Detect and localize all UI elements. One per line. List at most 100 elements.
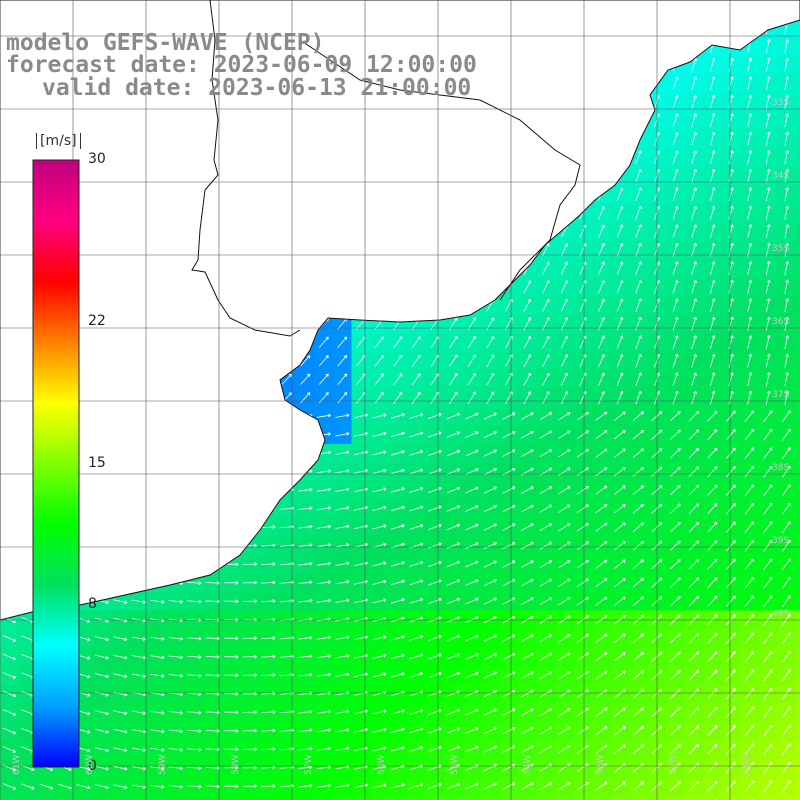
wind-arrow — [669, 466, 681, 477]
wind-arrow — [614, 411, 626, 421]
wind-arrow — [242, 636, 257, 641]
wind-arrow — [707, 410, 718, 422]
wind-arrow — [502, 504, 516, 513]
wind-arrow — [316, 561, 331, 566]
wind-cell — [388, 795, 408, 800]
wind-arrow — [616, 224, 624, 238]
wind-arrow — [576, 485, 589, 495]
wind-arrow — [409, 561, 424, 567]
wind-arrow — [595, 522, 608, 532]
wind-arrow — [707, 558, 718, 570]
wind-arrow — [598, 298, 605, 312]
wind-arrow — [576, 522, 589, 532]
wind-cell — [795, 129, 800, 149]
wind-arrow — [523, 372, 532, 386]
wind-arrow — [390, 579, 405, 586]
wind-arrow — [520, 430, 534, 439]
wind-arrow — [150, 655, 165, 660]
wind-arrow — [616, 390, 624, 405]
wind-arrow — [672, 94, 679, 109]
wind-arrow — [520, 486, 534, 494]
wind-arrow — [449, 354, 458, 367]
wind-arrow — [542, 335, 550, 349]
wind-cell — [795, 777, 800, 796]
wind-arrow — [707, 540, 718, 552]
wind-arrow — [744, 521, 755, 533]
wind-arrow — [763, 502, 773, 515]
wind-arrow — [542, 372, 550, 386]
wind-arrow — [483, 634, 497, 642]
wind-arrow — [539, 597, 553, 606]
wind-cell — [18, 795, 38, 800]
wind-arrow — [707, 484, 718, 496]
wind-cell — [795, 444, 800, 463]
wind-arrow — [728, 131, 734, 146]
longitude-label: 57W — [304, 754, 314, 775]
wind-arrow — [205, 655, 220, 659]
wind-arrow — [298, 487, 313, 492]
wind-arrow — [616, 335, 624, 349]
wind-cell — [240, 795, 260, 800]
wind-arrow — [279, 543, 294, 548]
wind-arrow — [728, 94, 734, 109]
wind-arrow — [747, 168, 753, 183]
wind-arrow — [560, 391, 568, 405]
wind-arrow — [372, 635, 387, 641]
wind-arrow — [614, 541, 626, 551]
wind-cell — [795, 222, 800, 241]
wind-arrow — [539, 560, 553, 569]
wind-arrow — [632, 559, 644, 570]
wind-arrow — [465, 579, 479, 586]
wind-cell — [795, 462, 800, 482]
wind-cell — [0, 795, 19, 800]
wind-cell — [740, 795, 759, 800]
wind-arrow — [372, 487, 387, 493]
wind-arrow — [725, 595, 736, 607]
wind-arrow — [539, 578, 553, 587]
longitude-label: 58W — [231, 754, 241, 775]
wind-arrow — [765, 335, 771, 350]
wind-arrow — [372, 450, 387, 456]
wind-arrow — [616, 279, 624, 294]
wind-arrow — [691, 76, 697, 91]
wind-arrow — [411, 373, 421, 386]
wind-arrow — [616, 353, 624, 368]
wind-arrow — [576, 504, 589, 514]
wind-arrow — [205, 581, 220, 585]
wind-arrow — [393, 391, 403, 404]
wind-arrow — [765, 94, 771, 109]
wind-cell — [795, 573, 800, 593]
wind-arrow — [672, 242, 679, 257]
wind-arrow — [279, 580, 294, 585]
wind-arrow — [725, 503, 736, 515]
wind-arrow — [298, 654, 313, 659]
wind-arrow — [335, 561, 350, 566]
wind-cell — [795, 647, 800, 667]
wind-arrow — [784, 113, 790, 128]
wind-cell — [203, 795, 223, 800]
wind-arrow — [725, 540, 736, 552]
wind-arrow — [765, 187, 771, 202]
wind-arrow — [300, 373, 311, 385]
wind-arrow — [428, 449, 442, 456]
wind-arrow — [335, 524, 350, 529]
wind-arrow — [446, 579, 461, 586]
wind-arrow — [523, 280, 532, 294]
wind-arrow — [316, 487, 331, 492]
longitude-label: 61W — [12, 754, 22, 775]
wind-cell — [795, 703, 800, 722]
wind-arrow — [784, 335, 790, 350]
latitude-label: 33S — [772, 98, 790, 108]
wind-arrow — [372, 431, 387, 437]
wind-arrow — [411, 336, 421, 349]
wind-cell — [795, 370, 800, 389]
wind-arrow — [576, 541, 589, 551]
wind-arrow — [744, 632, 755, 644]
wind-cell — [333, 795, 352, 800]
wind-arrow — [709, 279, 716, 294]
wind-arrow — [669, 448, 681, 459]
wind-arrow — [669, 577, 681, 588]
wind-arrow — [428, 431, 442, 438]
wind-arrow — [523, 391, 532, 405]
wind-arrow — [467, 391, 476, 404]
